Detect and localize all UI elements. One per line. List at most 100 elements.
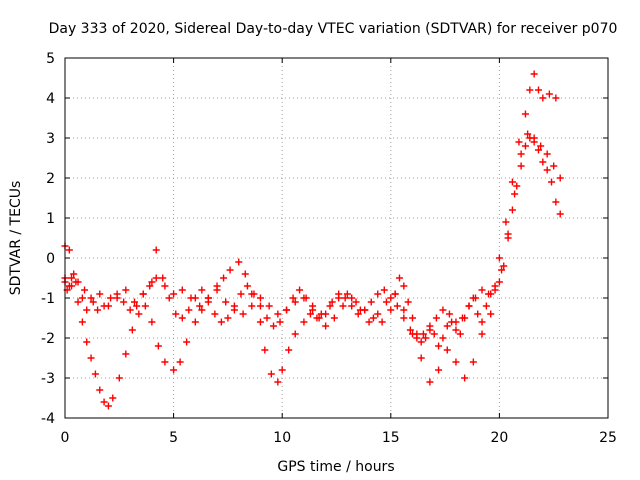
y-tick-label: 3	[46, 131, 55, 147]
data-point	[545, 90, 553, 98]
data-point	[185, 306, 193, 314]
data-point	[400, 282, 408, 290]
data-point	[469, 358, 477, 366]
data-point	[478, 330, 486, 338]
data-point	[482, 302, 490, 310]
data-point	[265, 302, 273, 310]
x-tick-label: 25	[599, 430, 617, 446]
data-point	[315, 314, 323, 322]
data-point	[226, 266, 234, 274]
data-point	[220, 274, 228, 282]
data-point	[409, 330, 417, 338]
data-point	[104, 402, 112, 410]
data-point	[87, 294, 95, 302]
data-point	[89, 298, 97, 306]
data-point	[511, 190, 519, 198]
data-point	[409, 314, 417, 322]
data-point	[393, 302, 401, 310]
data-point	[326, 302, 334, 310]
data-point	[170, 366, 178, 374]
data-point	[374, 310, 382, 318]
data-point	[109, 394, 117, 402]
data-point	[343, 290, 351, 298]
data-point	[133, 302, 141, 310]
data-point	[198, 286, 206, 294]
data-point	[256, 318, 264, 326]
data-point	[128, 326, 136, 334]
data-point	[243, 282, 251, 290]
data-point	[348, 294, 356, 302]
data-point	[68, 274, 76, 282]
data-point	[154, 342, 162, 350]
data-point	[96, 386, 104, 394]
data-point	[322, 322, 330, 330]
y-tick-label: 5	[46, 51, 55, 67]
data-point	[495, 278, 503, 286]
data-point	[274, 378, 282, 386]
data-point	[196, 302, 204, 310]
data-point	[83, 338, 91, 346]
data-point	[83, 306, 91, 314]
data-point	[452, 358, 460, 366]
data-point	[406, 326, 414, 334]
data-point	[452, 318, 460, 326]
data-point	[508, 206, 516, 214]
data-point	[161, 358, 169, 366]
data-point	[435, 366, 443, 374]
data-point	[432, 314, 440, 322]
data-point	[517, 162, 525, 170]
data-point	[74, 278, 82, 286]
data-point	[300, 318, 308, 326]
data-point	[439, 306, 447, 314]
data-point	[328, 298, 336, 306]
y-tick-label: -1	[41, 291, 55, 307]
tick-layer: 0 5 10 15 20 25 -4 -3 -2 -1 0 1 2 3 4 5	[41, 51, 617, 446]
data-point	[107, 294, 115, 302]
y-tick-label: -2	[41, 331, 55, 347]
data-point	[78, 318, 86, 326]
data-point	[458, 314, 466, 322]
data-point	[261, 346, 269, 354]
data-point	[485, 290, 493, 298]
grid-layer	[65, 58, 608, 418]
data-point	[513, 182, 521, 190]
x-tick-label: 20	[490, 430, 508, 446]
data-point	[148, 278, 156, 286]
data-point	[91, 370, 99, 378]
data-point	[521, 142, 529, 150]
data-point	[239, 310, 247, 318]
data-point	[263, 314, 271, 322]
data-point	[387, 294, 395, 302]
data-point	[100, 302, 108, 310]
data-point	[443, 322, 451, 330]
data-point	[339, 302, 347, 310]
data-point	[400, 306, 408, 314]
data-point	[517, 150, 525, 158]
data-point	[141, 302, 149, 310]
y-tick-label: 1	[46, 211, 55, 227]
data-point	[176, 358, 184, 366]
data-point	[537, 142, 545, 150]
x-axis-label: GPS time / hours	[277, 459, 394, 475]
data-point	[126, 306, 134, 314]
data-point	[230, 302, 238, 310]
data-point	[94, 306, 102, 314]
data-point	[178, 286, 186, 294]
data-point	[534, 86, 542, 94]
series-C	[61, 130, 564, 342]
data-point	[302, 294, 310, 302]
data-point	[309, 306, 317, 314]
data-point	[395, 274, 403, 282]
data-point	[354, 310, 362, 318]
data-point	[426, 322, 434, 330]
data-point	[367, 298, 375, 306]
data-point	[491, 282, 499, 290]
data-point	[122, 350, 130, 358]
data-point	[400, 314, 408, 322]
data-point	[256, 302, 264, 310]
data-point	[539, 94, 547, 102]
data-point	[178, 314, 186, 322]
data-point	[556, 174, 564, 182]
data-point	[68, 282, 76, 290]
data-point	[161, 282, 169, 290]
